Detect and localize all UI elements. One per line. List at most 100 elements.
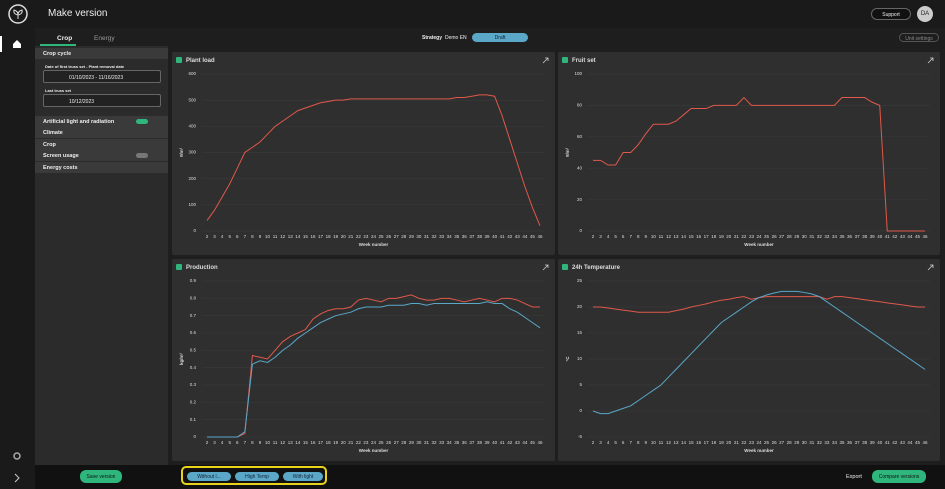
x-tick-label: 20: [341, 440, 347, 445]
x-tick-label: 32: [432, 234, 438, 239]
x-tick-label: 35: [839, 440, 845, 445]
scenario-tab[interactable]: Without l...: [187, 472, 231, 481]
x-tick-label: 6: [236, 234, 239, 239]
x-tick-label: 43: [900, 234, 906, 239]
x-tick-label: 36: [847, 234, 853, 239]
x-tick-label: 23: [749, 440, 755, 445]
x-tick-label: 42: [892, 234, 898, 239]
x-tick-label: 4: [607, 440, 610, 445]
x-tick-label: 16: [310, 234, 316, 239]
x-tick-label: 17: [318, 234, 324, 239]
toggle-off[interactable]: [136, 153, 148, 158]
x-tick-label: 29: [794, 440, 800, 445]
x-tick-label: 34: [447, 234, 453, 239]
avatar[interactable]: DA: [917, 6, 933, 22]
y-axis-label: #/m²: [179, 147, 184, 157]
save-button[interactable]: Save version: [80, 470, 122, 483]
x-tick-label: 12: [280, 234, 286, 239]
footer: [35, 465, 945, 489]
y-tick-label: 600: [188, 71, 196, 76]
x-tick-label: 45: [530, 234, 536, 239]
y-tick-label: 15: [577, 330, 583, 335]
section-header[interactable]: Energy costs: [35, 162, 168, 173]
series-line: [593, 296, 925, 313]
x-tick-label: 14: [295, 234, 301, 239]
y-tick-label: 0.6: [190, 330, 197, 335]
section-header[interactable]: Climate: [35, 127, 168, 138]
export-button[interactable]: Export: [846, 474, 862, 480]
settings-icon[interactable]: [12, 451, 22, 461]
expand-icon[interactable]: [12, 473, 22, 483]
compare-button[interactable]: Compare versions: [872, 470, 926, 483]
x-tick-label: 31: [424, 234, 430, 239]
x-axis-label: Week number: [359, 242, 389, 247]
x-tick-label: 17: [704, 234, 710, 239]
x-tick-label: 5: [614, 234, 617, 239]
tab-underline: [40, 44, 76, 46]
x-tick-label: 19: [333, 440, 339, 445]
title-icon: [562, 57, 568, 63]
x-tick-label: 5: [228, 440, 231, 445]
x-tick-label: 39: [870, 440, 876, 445]
x-tick-label: 11: [273, 234, 278, 239]
x-tick-label: 25: [379, 234, 385, 239]
x-tick-label: 9: [645, 234, 648, 239]
x-tick-label: 46: [922, 440, 928, 445]
x-tick-label: 38: [862, 234, 868, 239]
x-tick-label: 30: [416, 234, 422, 239]
section-header[interactable]: Artificial light and radiation: [35, 116, 168, 127]
x-axis-label: Week number: [744, 448, 774, 453]
y-tick-label: 25: [577, 278, 583, 283]
unit-settings[interactable]: Unit settings: [899, 33, 939, 42]
support-button[interactable]: Support: [871, 8, 911, 20]
x-tick-label: 33: [439, 440, 445, 445]
x-tick-label: 21: [734, 234, 740, 239]
chart: Production 0 0.1 0.2 0.3 0.4 0.5 0.6 0.7 0.8 0.9 kg…: [176, 264, 549, 453]
home-icon[interactable]: [12, 39, 22, 49]
chart-panel: 24h Temperature -5 0 5 10 15 20 25 °C 2 3 4 5 6 7 8 9 10 1…: [558, 259, 940, 461]
y-tick-label: 0.8: [190, 296, 197, 301]
x-tick-label: 13: [288, 234, 294, 239]
x-tick-label: 3: [213, 234, 216, 239]
x-tick-label: 29: [794, 234, 800, 239]
x-tick-label: 34: [832, 234, 838, 239]
x-tick-label: 40: [877, 234, 883, 239]
x-tick-label: 11: [659, 234, 664, 239]
x-tick-label: 9: [259, 234, 262, 239]
x-tick-label: 15: [689, 234, 695, 239]
x-tick-label: 10: [265, 234, 271, 239]
x-tick-label: 23: [749, 234, 755, 239]
scenario-tab[interactable]: With light: [283, 472, 323, 481]
section-header[interactable]: Crop cycle: [35, 48, 168, 59]
tab-energy[interactable]: Energy: [94, 35, 115, 42]
section-header[interactable]: Crop: [35, 139, 168, 150]
x-tick-label: 25: [379, 440, 385, 445]
x-tick-label: 40: [877, 440, 883, 445]
tab-crop[interactable]: Crop: [57, 35, 73, 42]
x-tick-label: 26: [772, 440, 778, 445]
x-tick-label: 37: [855, 234, 861, 239]
chart-panel: Fruit set 0 20 40 60 80 100 #/m² 2 3 4 5 6 7 8 9 10 11 12 1…: [558, 52, 940, 255]
x-tick-label: 11: [273, 440, 278, 445]
date-input[interactable]: 10/12/2023: [43, 94, 161, 107]
scenario-tab[interactable]: High Temp: [235, 472, 279, 481]
date-input[interactable]: 01/10/2023 - 11/16/2023: [43, 70, 161, 83]
x-tick-label: 11: [659, 440, 664, 445]
title-icon: [562, 264, 568, 270]
expand-icon: [542, 264, 549, 271]
x-tick-label: 43: [515, 234, 521, 239]
y-tick-label: 40: [577, 165, 583, 170]
x-tick-label: 2: [592, 234, 595, 239]
x-tick-label: 24: [371, 234, 377, 239]
x-tick-label: 44: [907, 234, 913, 239]
y-tick-label: 100: [188, 202, 196, 207]
y-tick-label: 0.3: [190, 382, 197, 387]
series-line: [592, 290, 926, 415]
toggle-on[interactable]: [136, 119, 148, 124]
x-tick-label: 19: [719, 234, 725, 239]
section-header[interactable]: Screen usage: [35, 150, 168, 161]
x-tick-label: 33: [439, 234, 445, 239]
x-tick-label: 24: [756, 234, 762, 239]
x-tick-label: 23: [363, 234, 369, 239]
